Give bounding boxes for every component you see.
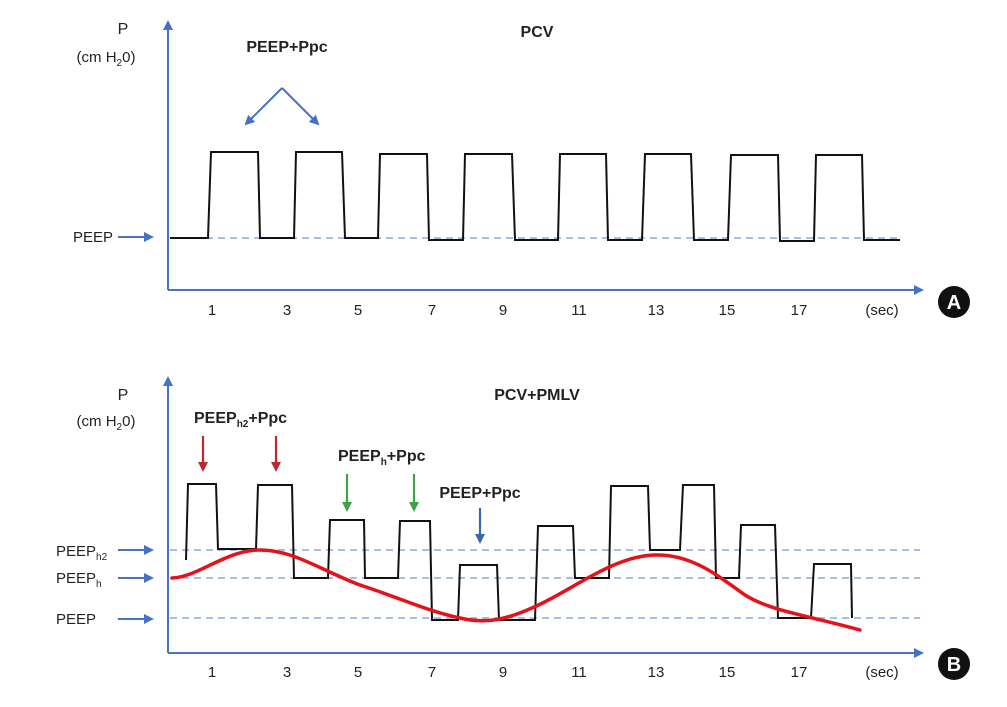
- panel-b-x-unit: (sec): [865, 664, 898, 681]
- panel-b-x-tick: 15: [719, 664, 736, 681]
- panel-b-pressure-waveform: [185, 483, 853, 621]
- panel-b-annotation-h: PEEPh+Ppc: [338, 448, 426, 468]
- panel-a-badge: [938, 286, 970, 318]
- panel-a-annotation-arrow-right: [281, 87, 320, 126]
- panel-a-x-tick: 3: [283, 302, 291, 319]
- panel-b: P (cm H20) PEEPh2 PEEPh PEEP PCV+PMLV PE…: [56, 376, 970, 681]
- panel-a-y-label-unit: (cm H20): [77, 49, 136, 69]
- panel-b-x-tick: 5: [354, 664, 362, 681]
- panel-a-x-tick: 1: [208, 302, 216, 319]
- panel-a-title: PCV: [521, 24, 554, 41]
- panel-b-title: PCV+PMLV: [494, 387, 580, 404]
- panel-b-y-label-p: P: [118, 387, 129, 404]
- panel-a-x-unit: (sec): [865, 302, 898, 319]
- panel-a-badge-label: A: [947, 292, 961, 314]
- panel-b-peep-label: PEEP: [56, 611, 96, 628]
- panel-b-x-tick: 17: [791, 664, 808, 681]
- panel-b-mean-pressure-curve: [170, 548, 862, 632]
- panel-b-x-tick: 13: [648, 664, 665, 681]
- panel-a-x-tick: 17: [791, 302, 808, 319]
- panel-b-x-tick: 3: [283, 664, 291, 681]
- panel-a-annotation: PEEP+Ppc: [246, 39, 327, 56]
- panel-a-x-tick: 11: [571, 302, 587, 319]
- panel-a-x-ticks: 1 3 5 7 9 11 13 15 17: [208, 302, 808, 319]
- panel-a-x-tick: 9: [499, 302, 507, 319]
- panel-a-x-tick: 5: [354, 302, 362, 319]
- panel-b-badge: [938, 648, 970, 680]
- panel-b-x-tick: 7: [428, 664, 436, 681]
- panel-a-x-tick: 13: [648, 302, 665, 319]
- panel-b-x-tick: 9: [499, 664, 507, 681]
- panel-a-x-tick: 15: [719, 302, 736, 319]
- panel-a-x-tick: 7: [428, 302, 436, 319]
- panel-b-annotation-base: PEEP+Ppc: [439, 485, 520, 502]
- panel-b-badge-label: B: [947, 654, 961, 676]
- panel-a-pressure-waveform: [170, 151, 900, 242]
- panel-b-x-tick: 1: [208, 664, 216, 681]
- panel-b-peep-h2-label: PEEPh2: [56, 543, 108, 563]
- panel-b-x-tick: 11: [571, 664, 587, 681]
- panel-b-peep-h-label: PEEPh: [56, 570, 102, 590]
- panel-b-x-ticks: 1 3 5 7 9 11 13 15 17: [208, 664, 808, 681]
- panel-b-y-label-unit: (cm H20): [77, 413, 136, 433]
- panel-b-annotation-h2: PEEPh2+Ppc: [194, 410, 287, 430]
- panel-a-annotation-arrow-left: [244, 87, 283, 126]
- panel-a-peep-label: PEEP: [73, 229, 113, 246]
- panel-a: P (cm H20) PEEP PCV PEEP+Ppc 1 3 5 7 9 1…: [73, 20, 970, 319]
- panel-a-y-label-p: P: [118, 21, 129, 38]
